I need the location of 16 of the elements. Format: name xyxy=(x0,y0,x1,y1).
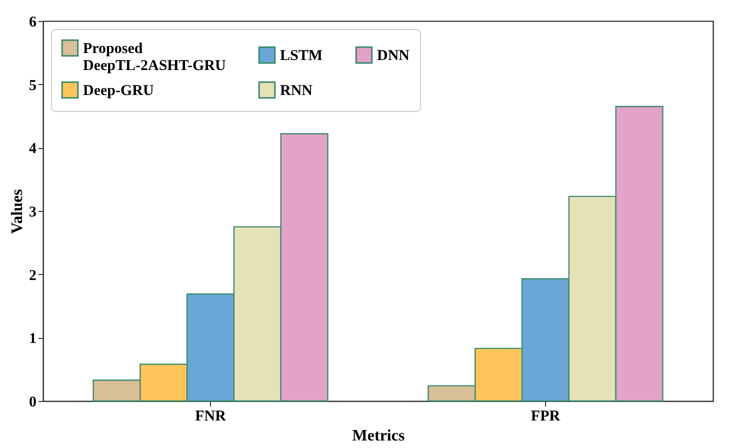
y-tick-label: 2 xyxy=(29,268,36,284)
y-tick-label: 4 xyxy=(29,141,37,158)
legend-label: DNN xyxy=(377,48,410,64)
legend-label: LSTM xyxy=(280,48,323,64)
legend-label: Deep-GRU xyxy=(83,83,154,99)
y-tick-label: 0 xyxy=(29,394,36,410)
y-tick-label: 3 xyxy=(29,204,36,220)
y-axis-title: Values xyxy=(9,189,26,234)
x-axis-title: Metrics xyxy=(352,428,405,444)
y-tick-label: 5 xyxy=(29,78,36,94)
y-tick-label: 6 xyxy=(29,14,37,30)
x-tick-label: FNR xyxy=(195,408,226,424)
y-tick-label: 1 xyxy=(29,331,36,348)
x-tick-label: FPR xyxy=(530,408,560,424)
legend-label: RNN xyxy=(280,83,313,99)
legend-label: Proposed DeepTL-2ASHT-GRU xyxy=(83,41,226,74)
